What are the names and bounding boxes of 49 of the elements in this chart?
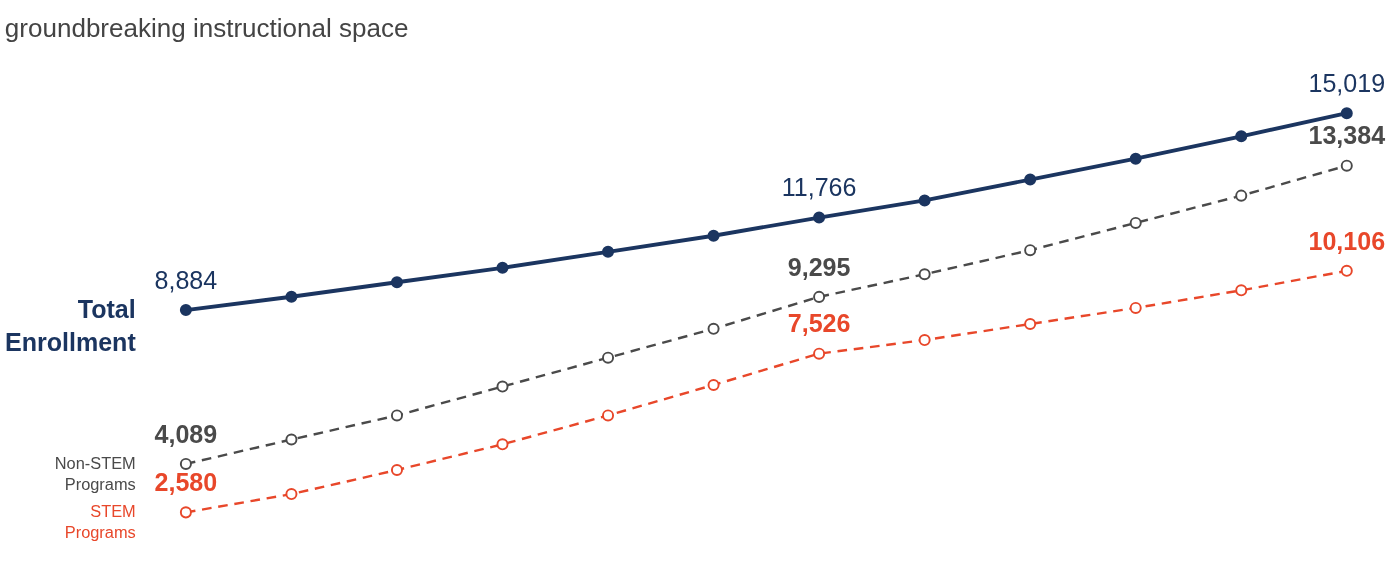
chart-title: groundbreaking instructional space: [4, 13, 409, 44]
point: [813, 211, 826, 224]
point: [1340, 159, 1353, 172]
point: [602, 409, 615, 422]
point: [496, 261, 509, 274]
point: [602, 351, 615, 364]
series-label: Total Enrollment: [4, 294, 137, 356]
point: [707, 378, 720, 391]
point: [1024, 173, 1037, 186]
point: [918, 268, 931, 281]
data-label: 7,526: [787, 309, 851, 338]
point: [813, 290, 826, 303]
point: [707, 229, 720, 242]
point: [1340, 264, 1353, 277]
point: [1129, 216, 1142, 229]
point: [179, 457, 192, 470]
point: [285, 433, 298, 446]
data-label: 9,295: [787, 252, 851, 281]
data-label: 4,089: [154, 419, 218, 448]
data-label: 11,766: [781, 173, 857, 202]
point: [1235, 130, 1248, 143]
point: [602, 245, 615, 258]
point: [1129, 301, 1142, 314]
point: [390, 409, 403, 422]
data-label: 8,884: [154, 265, 218, 294]
data-label: 10,106: [1308, 226, 1386, 255]
point: [1340, 107, 1353, 120]
point: [1235, 189, 1248, 202]
point: [1024, 244, 1037, 257]
point: [1024, 317, 1037, 331]
point: [179, 304, 192, 317]
data-label: 15,019: [1308, 68, 1386, 97]
point: [707, 322, 720, 335]
point: [813, 347, 826, 360]
point: [496, 438, 509, 451]
point: [390, 464, 403, 477]
point: [1129, 152, 1142, 165]
text: STEM Programs: [64, 502, 136, 542]
point: [918, 194, 931, 207]
point: [285, 290, 298, 303]
point: [390, 276, 403, 289]
point: [1235, 284, 1248, 297]
text: Non-STEM Programs: [54, 453, 136, 493]
point: [496, 380, 509, 393]
data-label: 2,580: [154, 468, 218, 497]
data-label: 13,384: [1308, 121, 1386, 150]
point: [918, 334, 931, 347]
point: [179, 506, 192, 519]
point: [285, 488, 298, 501]
